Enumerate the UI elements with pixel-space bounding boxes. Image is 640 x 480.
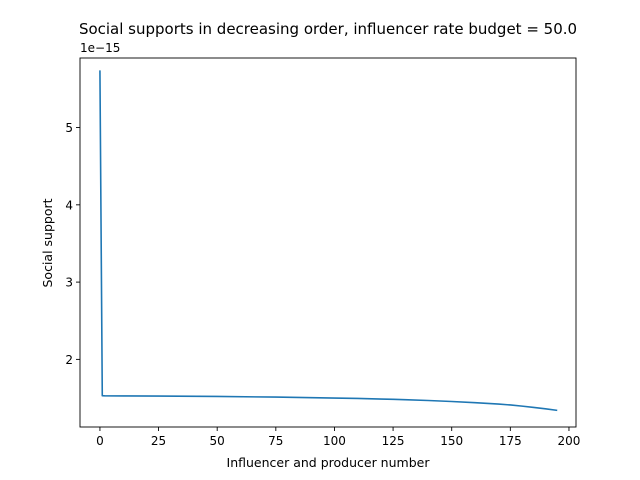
x-tick-label-0: 0 (96, 434, 104, 448)
x-tick-label-175: 175 (499, 434, 522, 448)
chart-title: Social supports in decreasing order, inf… (79, 20, 577, 38)
x-tick-label-200: 200 (558, 434, 581, 448)
x-tick-label-125: 125 (382, 434, 405, 448)
y-tick-label-2: 2 (65, 353, 73, 367)
y-tick-label-3: 3 (65, 276, 73, 290)
x-tick-label-50: 50 (210, 434, 225, 448)
x-tick-label-25: 25 (151, 434, 166, 448)
axes-frame (80, 58, 576, 427)
y-tick-label-4: 4 (65, 198, 73, 212)
y-axis-label: Social support (40, 198, 55, 287)
x-tick-label-150: 150 (440, 434, 463, 448)
y-tick-label-5: 5 (65, 121, 73, 135)
x-tick-label-100: 100 (323, 434, 346, 448)
x-tick-label-75: 75 (268, 434, 283, 448)
series-line-0 (100, 70, 557, 410)
x-axis-label: Influencer and producer number (227, 455, 431, 470)
plot-area: 0 25 50 75 100 125 150 175 200 2 3 4 5 (65, 58, 580, 448)
y-offset-label: 1e−15 (80, 41, 120, 55)
